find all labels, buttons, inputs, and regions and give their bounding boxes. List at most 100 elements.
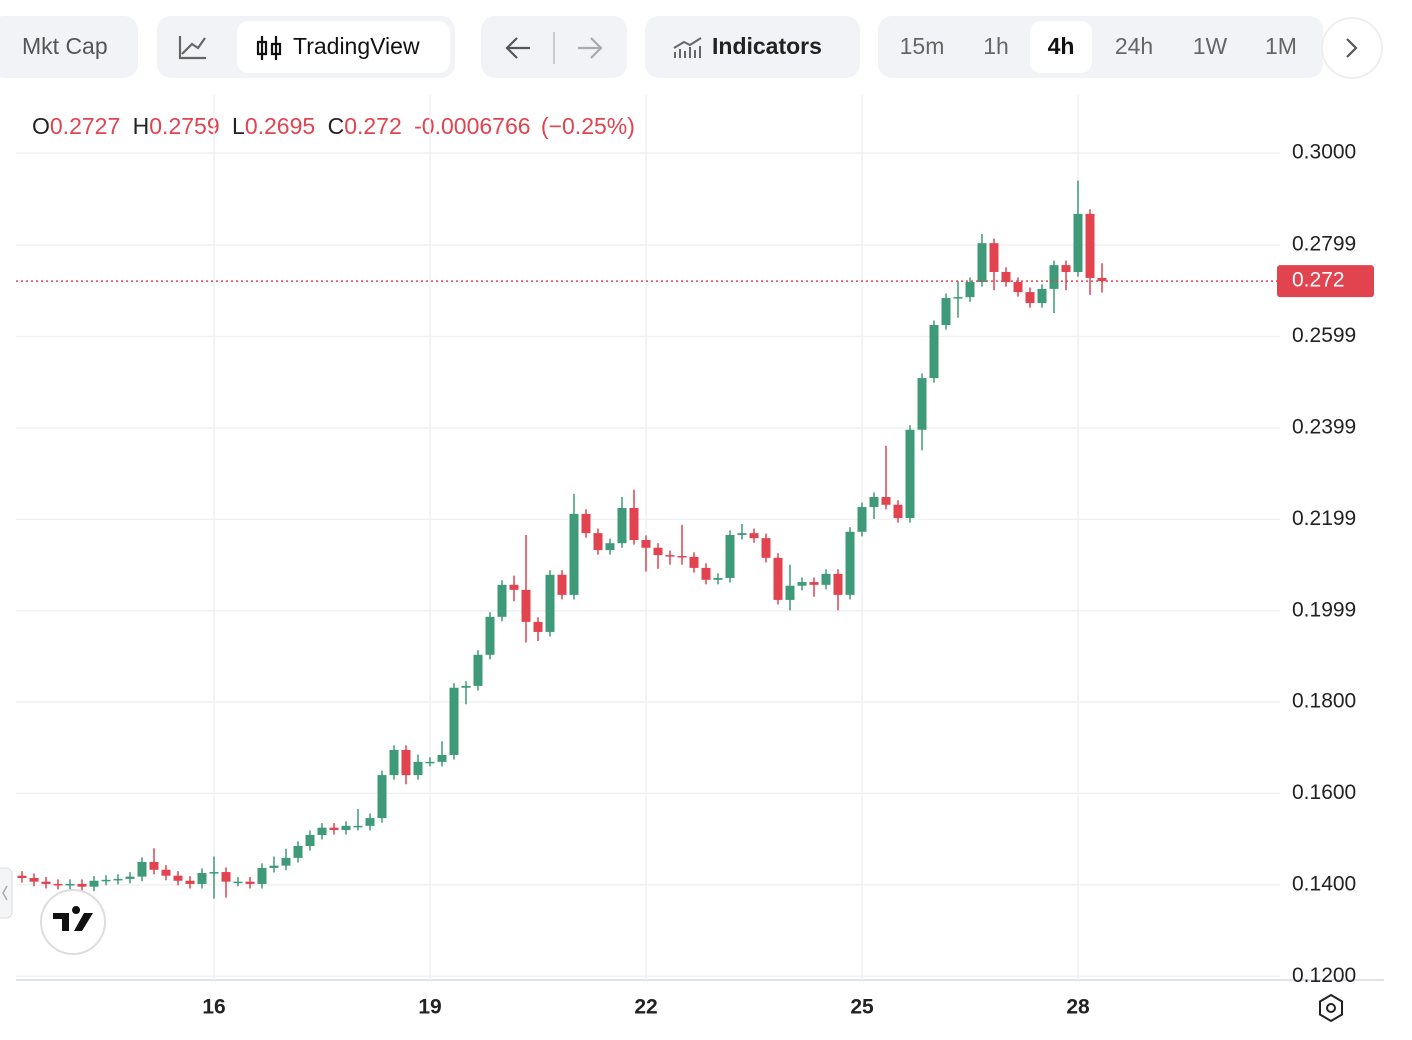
candles [17, 180, 1107, 899]
candle-body [1049, 265, 1059, 289]
selected-interval-bg [1030, 21, 1092, 73]
candle-body [917, 378, 927, 430]
candle-body [89, 880, 99, 887]
settings-icon-dot [1326, 1003, 1336, 1013]
indicators-icon [673, 37, 702, 58]
interval[interactable]: 24h [1115, 33, 1153, 59]
x-tick-label: 22 [634, 996, 657, 1019]
y-tick-label: 0.1400 [1292, 872, 1356, 895]
candle-body [1001, 271, 1011, 283]
y-axis: 0.3000 0.2799 0.2599 0.2399 0.2199 0.1999 0.18… [1292, 141, 1356, 987]
y-tick-label: 0.2199 [1292, 507, 1356, 530]
x-tick-label: 28 [1066, 996, 1090, 1019]
candle-body [473, 654, 483, 686]
candle-body [281, 857, 291, 866]
indicators-button[interactable] [645, 16, 860, 78]
candle-body [161, 869, 171, 876]
legend-change: -0.0006766 [414, 113, 530, 139]
settings-icon[interactable] [1319, 993, 1343, 1023]
interval[interactable]: 1W [1193, 33, 1228, 59]
grid [16, 95, 1280, 980]
tradingview-button[interactable] [237, 21, 450, 73]
candle-body [197, 872, 207, 884]
candle-body [641, 540, 651, 548]
forward-arrow[interactable] [578, 37, 603, 59]
candle-icon [256, 36, 282, 60]
candle-body [533, 621, 543, 632]
candle-body [377, 775, 387, 819]
y-tick-label: 0.2599 [1292, 324, 1356, 347]
candle-body [869, 497, 879, 508]
candle-body [77, 883, 87, 887]
x-axis: 16 19 22 25 28 [202, 996, 1090, 1019]
candle-body [1073, 213, 1083, 272]
y-tick-label: 0.1200 [1292, 964, 1356, 987]
interval[interactable]: 1h [983, 33, 1009, 59]
line-chart-icon[interactable] [178, 36, 206, 60]
candle-body [905, 429, 915, 519]
candle-body [1025, 292, 1035, 304]
y-tick-label: 0.1600 [1292, 781, 1356, 804]
x-tick-label: 16 [202, 996, 225, 1019]
candle-body [821, 573, 831, 585]
candle-body [173, 875, 183, 881]
candle-body [353, 825, 363, 828]
side-tab[interactable] [0, 867, 13, 919]
candle-body [629, 507, 639, 540]
candle-body [305, 835, 315, 846]
more-button[interactable] [1321, 17, 1383, 79]
mkt-cap-button[interactable] [0, 16, 138, 78]
candle-body [1037, 288, 1047, 304]
candle-body [881, 497, 891, 505]
x-tick-label: 25 [850, 996, 874, 1019]
candle-body [833, 573, 843, 595]
tradingview-label: TradingView [293, 33, 420, 59]
legend-label: L [232, 113, 245, 139]
candle-body [857, 507, 867, 532]
candle-body [101, 879, 111, 882]
candle-body [581, 513, 591, 534]
candle-body [701, 567, 711, 580]
legend-label: H [133, 113, 150, 139]
legend-value: 0.272 [344, 113, 402, 139]
logo [53, 906, 93, 931]
candle-body [125, 876, 135, 879]
candle-body [1013, 282, 1023, 293]
y-tick-label: 0.1999 [1292, 598, 1356, 621]
y-tick-label: 0.1800 [1292, 689, 1356, 712]
back-arrow[interactable] [505, 37, 530, 59]
interval[interactable]: 4h [1048, 33, 1075, 59]
candle-body [461, 685, 471, 688]
candle-body [413, 761, 423, 776]
last-price: 0.272 [16, 265, 1374, 298]
candle-body [965, 282, 975, 298]
candle-body [65, 883, 75, 886]
candle-body [593, 533, 603, 551]
candle-body [665, 555, 675, 557]
candle-body [329, 827, 339, 830]
legend-value: 0.2727 [50, 113, 120, 139]
intervals: 15m 1h 4h 24h 1W 1M [900, 21, 1297, 73]
legend-label: C [328, 113, 345, 139]
candle-body [545, 574, 555, 632]
candle-body [521, 589, 531, 622]
candle-body [485, 616, 495, 655]
candle-body [293, 845, 303, 858]
candle-body [737, 533, 747, 535]
chevron [1346, 38, 1358, 58]
candle-body [317, 827, 327, 836]
legend-value: 0.2759 [149, 113, 219, 139]
candle-body [797, 582, 807, 586]
candle-body [617, 507, 627, 544]
logo-badge[interactable] [40, 889, 106, 955]
candle-body [1085, 213, 1095, 278]
legend-value: 0.2695 [245, 113, 315, 139]
interval[interactable]: 15m [900, 33, 945, 59]
interval[interactable]: 1M [1265, 33, 1297, 59]
candle-body [41, 881, 51, 884]
candle-body [557, 574, 567, 595]
last-price-tag [1277, 265, 1374, 298]
candle-body [953, 297, 963, 299]
candle-body [497, 584, 507, 617]
